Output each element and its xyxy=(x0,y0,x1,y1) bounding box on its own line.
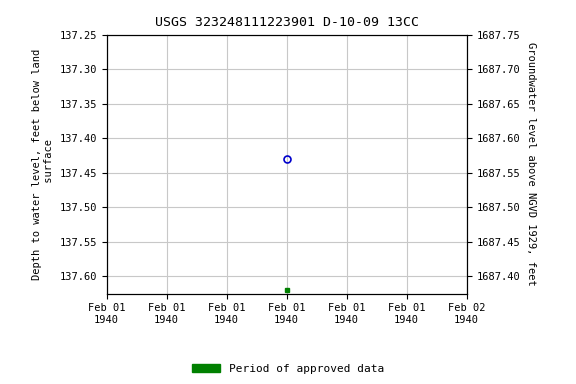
Y-axis label: Groundwater level above NGVD 1929, feet: Groundwater level above NGVD 1929, feet xyxy=(525,42,536,286)
Title: USGS 323248111223901 D-10-09 13CC: USGS 323248111223901 D-10-09 13CC xyxy=(154,16,419,29)
Y-axis label: Depth to water level, feet below land
 surface: Depth to water level, feet below land su… xyxy=(32,48,54,280)
Legend: Period of approved data: Period of approved data xyxy=(188,359,388,379)
